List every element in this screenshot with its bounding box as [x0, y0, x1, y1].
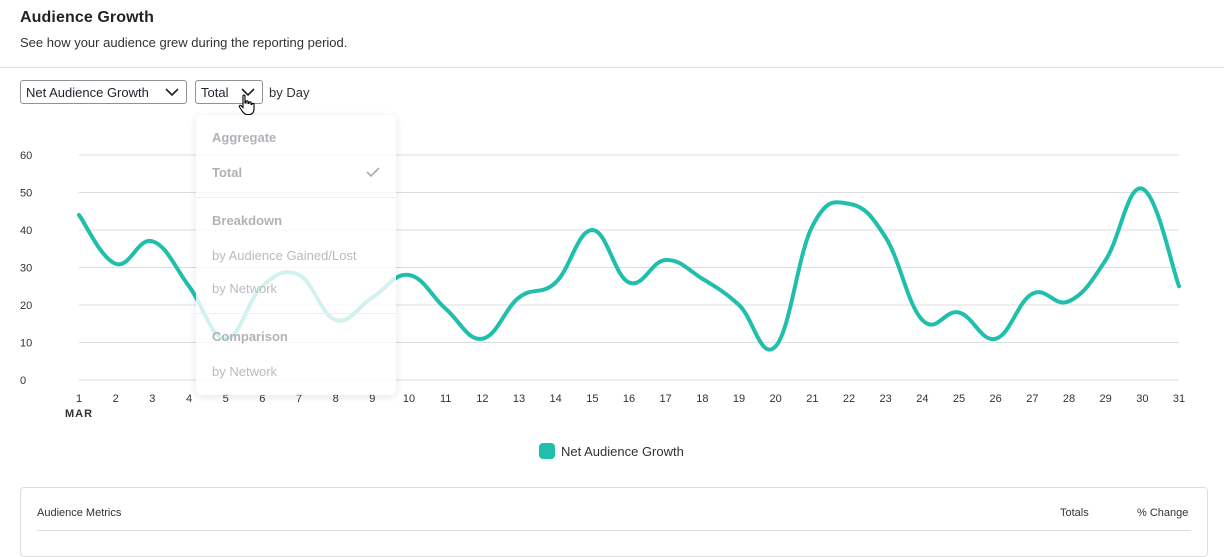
- y-tick-label: 40: [20, 225, 32, 237]
- table-header-change: % Change: [1137, 507, 1189, 519]
- x-tick-label: 22: [843, 393, 855, 405]
- chevron-down-icon: [165, 88, 179, 97]
- x-tick-label: 11: [440, 393, 451, 405]
- x-axis-month-label: MAR: [65, 408, 93, 420]
- x-tick-label: 25: [953, 393, 965, 405]
- interval-label: by Day: [269, 85, 310, 100]
- legend-swatch: [539, 443, 555, 459]
- view-dropdown-menu: Aggregate Total Breakdown by Audience Ga…: [196, 115, 396, 395]
- table-header-divider: [37, 530, 1191, 531]
- x-tick-label: 7: [296, 393, 302, 405]
- x-tick-label: 26: [990, 393, 1002, 405]
- table-header-totals: Totals: [1060, 507, 1089, 519]
- dropdown-item-breakdown-by-network[interactable]: by Network: [212, 281, 278, 296]
- x-tick-label: 5: [223, 393, 229, 405]
- dropdown-item-total[interactable]: Total: [212, 165, 243, 180]
- dropdown-heading-comparison: Comparison: [212, 329, 288, 344]
- x-tick-label: 1: [76, 393, 82, 405]
- dropdown-heading-breakdown: Breakdown: [212, 213, 283, 228]
- x-tick-label: 2: [113, 393, 119, 405]
- x-tick-label: 12: [476, 393, 488, 405]
- legend-label: Net Audience Growth: [561, 443, 684, 459]
- x-tick-label: 15: [586, 393, 598, 405]
- x-tick-label: 16: [623, 393, 635, 405]
- metric-select-value: Net Audience Growth: [26, 84, 149, 100]
- section-header: Audience Growth See how your audience gr…: [20, 9, 347, 50]
- view-select[interactable]: Total: [195, 80, 263, 104]
- x-tick-label: 8: [333, 393, 339, 405]
- checkmark-icon: [366, 167, 380, 178]
- x-tick-label: 28: [1063, 393, 1075, 405]
- y-tick-label: 20: [20, 300, 32, 312]
- x-tick-label: 3: [149, 393, 155, 405]
- chevron-down-icon: [241, 88, 255, 97]
- dropdown-item-comparison-by-network[interactable]: by Network: [212, 364, 278, 379]
- x-tick-label: 4: [186, 393, 192, 405]
- page-subtitle: See how your audience grew during the re…: [20, 35, 348, 50]
- x-tick-label: 6: [259, 393, 265, 405]
- x-tick-label: 14: [550, 393, 562, 405]
- dropdown-heading-aggregate: Aggregate: [212, 130, 277, 145]
- y-tick-label: 10: [20, 338, 32, 350]
- hand-pointer-cursor-icon: [238, 94, 255, 116]
- x-tick-label: 30: [1136, 393, 1148, 405]
- x-tick-label: 23: [880, 393, 892, 405]
- x-axis-ticks: 1 2 3 4 5 6 7 8 9 10 11 12 13 14 15 16 17 18 19 20 21 22 23 24 2…: [76, 393, 1185, 405]
- y-tick-label: 60: [20, 150, 32, 162]
- x-tick-label: 24: [916, 393, 928, 405]
- x-tick-label: 18: [696, 393, 708, 405]
- x-tick-label: 29: [1100, 393, 1112, 405]
- x-tick-label: 21: [806, 393, 818, 405]
- dropdown-item-audience-gained-lost[interactable]: by Audience Gained/Lost: [212, 248, 357, 263]
- x-tick-label: 17: [660, 393, 672, 405]
- x-tick-label: 13: [513, 393, 525, 405]
- header-divider: [0, 67, 1224, 68]
- view-select-value: Total: [201, 84, 229, 100]
- page-title: Audience Growth: [20, 9, 154, 26]
- table-header-metrics: Audience Metrics: [37, 507, 122, 519]
- x-tick-label: 20: [770, 393, 782, 405]
- x-tick-label: 9: [369, 393, 375, 405]
- x-tick-label: 31: [1173, 393, 1185, 405]
- y-tick-label: 30: [20, 263, 32, 275]
- y-tick-label: 0: [20, 375, 26, 387]
- dropdown-divider: [196, 197, 396, 198]
- audience-metrics-table: Audience Metrics Totals % Change: [20, 487, 1208, 557]
- x-tick-label: 10: [403, 393, 415, 405]
- y-axis-ticks: 0 10 20 30 40 50 60: [20, 150, 32, 387]
- chart-legend: Net Audience Growth: [539, 443, 684, 459]
- dropdown-divider: [196, 313, 396, 314]
- x-tick-label: 27: [1026, 393, 1038, 405]
- metric-select[interactable]: Net Audience Growth: [20, 80, 187, 104]
- x-tick-label: 19: [733, 393, 745, 405]
- y-tick-label: 50: [20, 188, 32, 200]
